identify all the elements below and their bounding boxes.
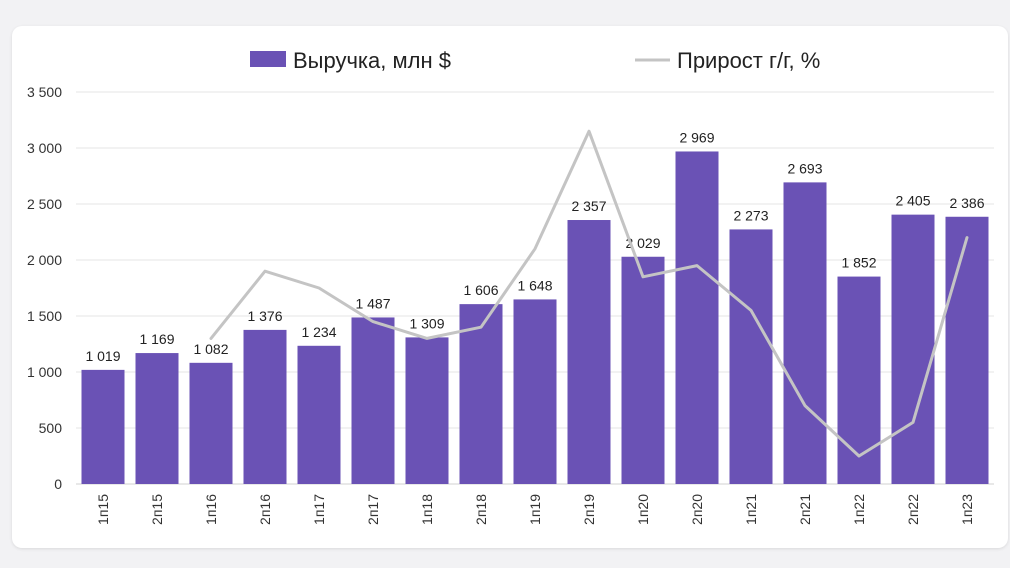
data-label: 2 357 xyxy=(571,198,606,214)
x-tick-label: 1п21 xyxy=(743,494,759,525)
data-label: 1 852 xyxy=(841,255,876,271)
y-tick-label: 0 xyxy=(54,476,62,492)
x-tick-label: 2п18 xyxy=(473,494,489,525)
data-label: 1 082 xyxy=(193,341,228,357)
x-tick-label: 2п22 xyxy=(905,494,921,525)
bar xyxy=(783,182,827,484)
x-tick-label: 1п23 xyxy=(959,494,975,525)
legend-bar-swatch xyxy=(250,51,286,67)
x-tick-label: 2п19 xyxy=(581,494,597,525)
x-tick-label: 2п17 xyxy=(365,494,381,525)
bar xyxy=(81,369,125,484)
bar xyxy=(189,362,233,484)
y-tick-label: 2 500 xyxy=(27,196,62,212)
data-label: 1 234 xyxy=(301,324,336,340)
x-tick-label: 2п16 xyxy=(257,494,273,525)
data-label: 2 693 xyxy=(787,160,822,176)
bar xyxy=(837,276,881,484)
data-label: 2 969 xyxy=(679,129,714,145)
bar xyxy=(513,299,557,484)
y-tick-label: 1 000 xyxy=(27,364,62,380)
data-label: 2 386 xyxy=(949,195,984,211)
growth-line xyxy=(209,129,969,458)
bar xyxy=(567,220,611,485)
x-tick-label: 2п20 xyxy=(689,494,705,525)
data-label: 1 376 xyxy=(247,308,282,324)
x-tick-label: 1п15 xyxy=(95,494,111,525)
data-label: 1 169 xyxy=(139,331,174,347)
x-tick-label: 1п19 xyxy=(527,494,543,525)
bar xyxy=(945,216,989,484)
bar xyxy=(675,151,719,485)
y-tick-label: 1 500 xyxy=(27,308,62,324)
x-tick-label: 1п17 xyxy=(311,494,327,525)
bar xyxy=(243,329,287,484)
x-tick-label: 1п18 xyxy=(419,494,435,525)
data-label: 1 648 xyxy=(517,277,552,293)
bar xyxy=(297,345,341,484)
y-tick-label: 2 000 xyxy=(27,252,62,268)
y-tick-label: 3 500 xyxy=(27,84,62,100)
data-label: 1 487 xyxy=(355,295,390,311)
x-tick-label: 1п22 xyxy=(851,494,867,525)
x-tick-label: 1п20 xyxy=(635,494,651,525)
y-tick-label: 500 xyxy=(39,420,63,436)
bar xyxy=(621,256,665,484)
x-tick-label: 2п15 xyxy=(149,494,165,525)
bar xyxy=(729,229,773,484)
data-label: 2 405 xyxy=(895,193,930,209)
bar xyxy=(405,337,449,484)
data-label: 2 273 xyxy=(733,207,768,223)
data-label: 2 029 xyxy=(625,235,660,251)
data-label: 1 019 xyxy=(85,348,120,364)
bar xyxy=(459,304,503,484)
data-label: 1 309 xyxy=(409,315,444,331)
bar xyxy=(351,317,395,484)
legend-growth-label: Прирост г/г, % xyxy=(677,48,820,73)
data-label: 1 606 xyxy=(463,282,498,298)
bar xyxy=(891,214,935,484)
x-tick-label: 2п21 xyxy=(797,494,813,525)
y-tick-label: 3 000 xyxy=(27,140,62,156)
x-tick-label: 1п16 xyxy=(203,494,219,525)
bar xyxy=(135,353,179,484)
legend-revenue-label: Выручка, млн $ xyxy=(293,48,451,73)
